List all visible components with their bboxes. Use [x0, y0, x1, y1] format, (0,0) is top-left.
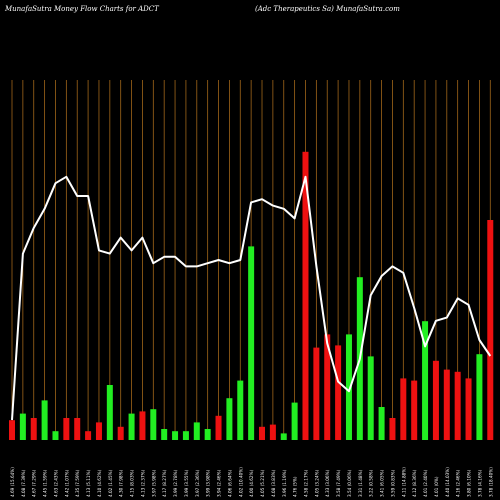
x-tick-label: 4.30 (7.98%) [119, 469, 124, 497]
money-flow-bar [280, 433, 287, 440]
x-tick-label: 3.54 (0.06%) [347, 469, 352, 497]
gridlines [11, 80, 491, 440]
x-tick-label: 4.33 (3.06%) [325, 469, 330, 497]
x-tick-label: 4.08 (7.39%) [21, 469, 26, 497]
money-flow-bar [215, 415, 222, 440]
x-tick-label: 3.94 (2.46%) [217, 469, 222, 497]
money-flow-bar [454, 371, 461, 440]
x-tick-label: 3.97 (2.36%) [195, 469, 200, 497]
money-flow-bar [41, 400, 48, 440]
x-tick-label: 4.13 (5.11%) [86, 469, 91, 497]
chart-title: MunafaSutra Money Flow Charts for ADCT [5, 5, 159, 13]
x-tick-label: 3.78 (4.16%) [477, 469, 482, 497]
money-flow-bar [106, 385, 113, 440]
x-tick-label: 4.02 (10.40%) [238, 467, 243, 497]
x-tick-label: 4.01 (0%) [434, 476, 439, 497]
x-tick-label: 4.00 (4.62%) [249, 469, 254, 497]
money-flow-bar [487, 220, 494, 440]
x-tick-label: 3.22 (0.58%) [369, 469, 374, 497]
x-tick-label: 3.59 (0.83%) [390, 469, 395, 497]
money-flow-bar [378, 407, 385, 440]
x-tick-label: 4.58 (2.17%) [303, 469, 308, 497]
money-flow-bar [237, 380, 244, 440]
x-tick-label: 4.16 (2.46%) [456, 469, 461, 497]
money-flow-bar [63, 418, 70, 440]
money-flow-bar [193, 422, 200, 440]
money-flow-bar [389, 418, 396, 440]
x-tick-label: 4.76 (5%) [293, 476, 298, 497]
money-flow-bar [411, 380, 418, 440]
x-tick-label: 4.05 (5.21%) [260, 469, 265, 497]
x-tick-label: 4.42 (1.07%) [64, 469, 69, 497]
x-tick-label: 4.06 (6.64%) [227, 469, 232, 497]
chart-subtitle: (Adc Therapeutics Sa) MunafaSutra.com [255, 5, 400, 13]
money-flow-bar [85, 431, 92, 440]
x-tick-label: 4.45 (1.59%) [43, 469, 48, 497]
x-tick-label: 3.96 (1.19%) [282, 469, 287, 497]
money-flow-bar [150, 409, 157, 440]
money-flow-bar [139, 411, 146, 440]
money-flow-bar [128, 413, 135, 440]
x-tick-labels: 4.69 (15.64%) 4.08 (7.39%) 4.67 (7.29%) 4.4… [10, 467, 493, 497]
money-flow-bar [226, 398, 233, 440]
money-flow-bar [248, 246, 255, 440]
x-tick-label: 3.31 (1.48%) [358, 469, 363, 497]
money-flow-bar [74, 418, 81, 440]
x-tick-label: 3.80 (6.10%) [467, 469, 472, 497]
price-line-layer [11, 175, 492, 421]
money-flow-bar [172, 431, 179, 440]
x-tick-label: 4.69 (15.64%) [10, 467, 15, 497]
x-tick-label: 3.41 (6.05%) [380, 469, 385, 497]
x-tick-label: 3.78 (18.40%) [488, 467, 493, 497]
x-tick-label: 3.97 (5.98%) [151, 469, 156, 497]
x-tick-label: 4.12 (8.36%) [412, 469, 417, 497]
x-tick-label: 4.05 (3.24%) [314, 469, 319, 497]
x-tick-label: 4.17 (8.27%) [162, 469, 167, 497]
x-tick-label: 4.08 (3.83%) [271, 469, 276, 497]
x-tick-label: 3.99 (2.78%) [173, 469, 178, 497]
money-flow-bar [443, 369, 450, 440]
money-flow-bar [117, 426, 124, 440]
money-flow-bar [432, 360, 439, 440]
money-flow-bar [313, 347, 320, 440]
x-tick-label: 4.40 (14.03%) [445, 467, 450, 497]
money-flow-bar [302, 151, 309, 441]
x-tick-label: 4.63 (2.43%) [53, 469, 58, 497]
money-flow-bar [30, 418, 37, 440]
money-flow-bar [324, 334, 331, 440]
money-flow-bar [476, 354, 483, 440]
money-flow-bar [52, 431, 59, 440]
x-tick-label: 4.13 (2.37%) [140, 469, 145, 497]
money-flow-bar [259, 426, 266, 440]
money-flow-bar [161, 429, 168, 440]
x-tick-label: 4.15 (8.03%) [130, 469, 135, 497]
money-flow-bar [9, 420, 15, 440]
money-flow-bar [19, 413, 26, 440]
x-tick-label: 4.02 (1.45%) [108, 469, 113, 497]
money-flow-bar [204, 429, 211, 440]
money-flow-bar [465, 378, 472, 440]
x-tick-label: 3.99 (3.98%) [206, 469, 211, 497]
money-flow-bar [335, 345, 342, 440]
x-tick-label: 3.58 (7.49%) [336, 469, 341, 497]
money-flow-bar [291, 402, 298, 440]
money-flow-bar [400, 378, 407, 440]
x-tick-label: 4.01 (2.40%) [423, 469, 428, 497]
x-tick-label: 3.99 (3.55%) [184, 469, 189, 497]
x-tick-label: 4.11 (14.88%) [401, 467, 406, 497]
money-flow-bar [269, 424, 276, 440]
money-flow-bar [95, 422, 102, 440]
money-flow-bar [367, 356, 374, 440]
price-line [11, 175, 492, 421]
money-flow-bar [182, 431, 189, 440]
x-tick-label: 4.35 (7.59%) [75, 469, 80, 497]
money-flow-bar [422, 321, 429, 440]
x-tick-label: 4.10 (4.62%) [97, 469, 102, 497]
x-tick-label: 4.67 (7.29%) [32, 469, 37, 497]
money-flow-bar [345, 334, 352, 440]
